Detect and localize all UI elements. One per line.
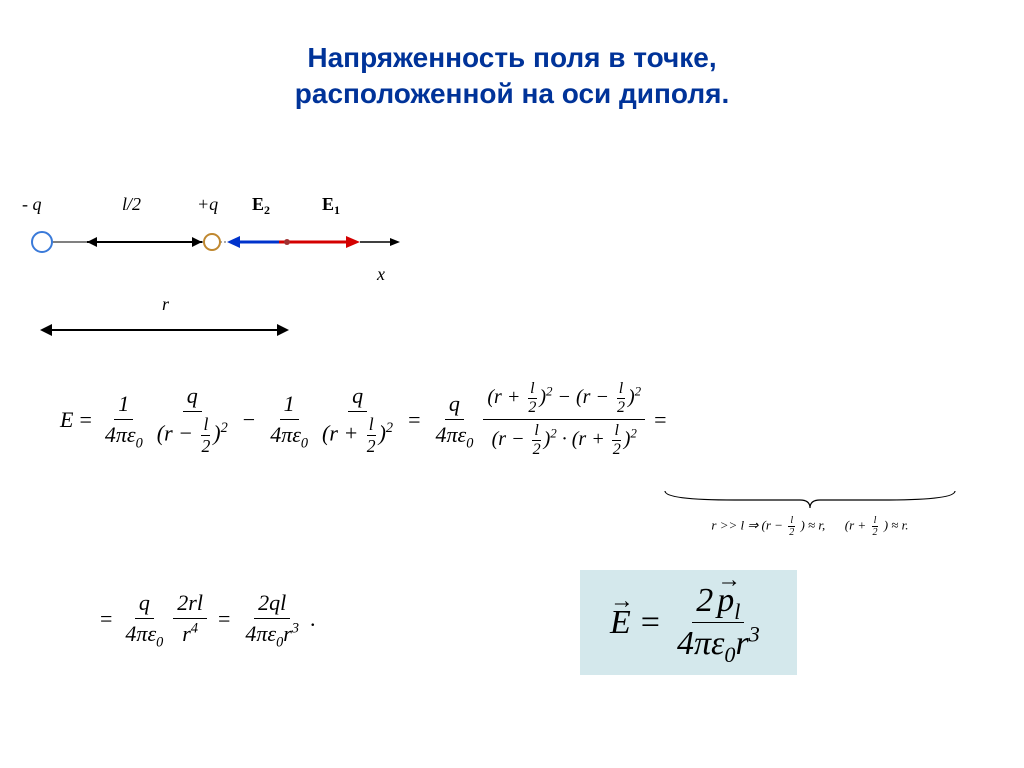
vec-E: E xyxy=(610,604,631,642)
frac-q-rplus: q (r + l2)2 xyxy=(318,383,397,457)
sym-eq3: = xyxy=(654,407,666,433)
sym-eq2: = xyxy=(408,407,420,433)
underbrace-icon xyxy=(660,488,960,513)
frac-q-rminus: q (r − l2)2 xyxy=(153,383,232,457)
label-E2: E2 xyxy=(252,194,270,217)
underbrace-text: r >> l ⇒ (r − l2 ) ≈ r, (r + l2 ) ≈ r. xyxy=(640,515,980,538)
label-pos-q: +q xyxy=(197,194,218,214)
frac-q-4pie0-2: q 4πε0 xyxy=(121,590,167,647)
frac-2rl-r4: 2rl r4 xyxy=(173,590,207,647)
sym-period: . xyxy=(310,606,316,632)
sym-eq: = xyxy=(79,407,91,433)
sym-eq4: = xyxy=(100,606,112,632)
frac-1-4pie0-b: 1 4πε0 xyxy=(266,391,312,448)
label-l-half: l/2 xyxy=(122,194,141,214)
box-frac: 2pl 4πε0r3 xyxy=(673,582,764,663)
label-neg-q: - q xyxy=(22,194,42,214)
sym-E: E xyxy=(60,407,73,433)
frac-q-4pie0: q 4πε0 xyxy=(432,391,478,448)
boxed-formula: E = 2pl 4πε0r3 xyxy=(580,570,797,675)
main-equation: E = 1 4πε0 q (r − l2)2 − 1 4πε0 q (r + l… xyxy=(60,380,667,459)
result-equation: = q 4πε0 2rl r4 = 2ql 4πε0r3 . xyxy=(100,590,315,647)
label-r: r xyxy=(162,294,170,314)
slide-title: Напряженность поля в точке, расположенно… xyxy=(0,40,1024,113)
diagram-svg: - q l/2 +q E2 E1 x r xyxy=(22,180,442,360)
label-x: x xyxy=(376,264,385,284)
box-eq: = xyxy=(641,604,660,642)
frac-1-4pie0-a: 1 4πε0 xyxy=(101,391,147,448)
sym-eq5: = xyxy=(218,606,230,632)
sym-minus: − xyxy=(243,407,255,433)
dipole-diagram: - q l/2 +q E2 E1 x r xyxy=(22,180,442,365)
label-E1: E1 xyxy=(322,194,340,217)
frac-big: (r + l2)2 − (r − l2)2 (r − l2)2 · (r + l… xyxy=(483,380,645,459)
title-line2: расположенной на оси диполя. xyxy=(295,78,729,109)
frac-2ql-4pie0r3: 2ql 4πε0r3 xyxy=(241,590,303,647)
title-line1: Напряженность поля в точке, xyxy=(307,42,716,73)
